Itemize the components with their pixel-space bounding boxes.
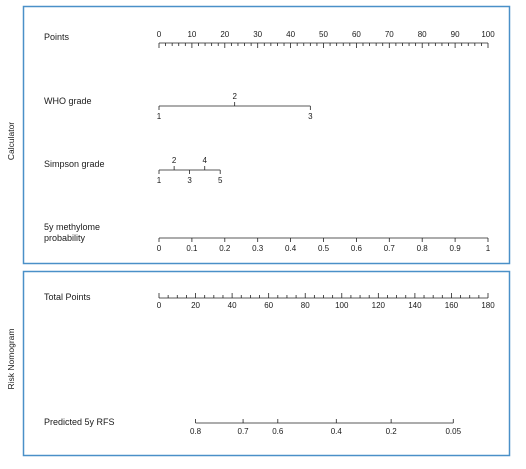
who-grade-label: WHO grade (44, 96, 92, 106)
risk-nomogram-panel (22, 270, 511, 457)
total-points-tick-label: 160 (445, 301, 459, 310)
points-tick-label: 0 (157, 30, 162, 39)
predicted-5y-rfs-tick-label: 0.6 (272, 427, 284, 436)
5y-methylome-probability-tick-label: 0.1 (186, 244, 198, 253)
calculator-panel-label: Calculator (6, 122, 16, 160)
total-points-tick-label: 60 (264, 301, 273, 310)
predicted-5y-rfs-label: Predicted 5y RFS (44, 417, 115, 427)
5y-methylome-probability-tick-label: 0.3 (252, 244, 264, 253)
points-tick-label: 60 (352, 30, 361, 39)
simpson-grade-tick-label: 2 (172, 156, 177, 165)
points-tick-label: 40 (286, 30, 295, 39)
points-tick-label: 30 (253, 30, 262, 39)
total-points-tick-label: 0 (157, 301, 162, 310)
predicted-5y-rfs-tick-label: 0.8 (190, 427, 202, 436)
5y-methylome-probability-tick-label: 0.8 (417, 244, 429, 253)
points-tick-label: 90 (451, 30, 460, 39)
5y-methylome-probability-tick-label: 0.9 (450, 244, 462, 253)
simpson-grade-tick-label: 5 (218, 176, 223, 185)
predicted-5y-rfs-tick-label: 0.2 (386, 427, 398, 436)
points-tick-label: 70 (385, 30, 394, 39)
total-points-tick-label: 100 (335, 301, 349, 310)
total-points-tick-label: 40 (228, 301, 237, 310)
predicted-5y-rfs-tick-label: 0.4 (331, 427, 343, 436)
5y-methylome-probability-tick-label: 0.7 (384, 244, 396, 253)
5y-methylome-probability-tick-label: 1 (486, 244, 491, 253)
points-label: Points (44, 32, 70, 42)
calculator-panel (22, 5, 511, 265)
predicted-5y-rfs-tick-label: 0.05 (445, 427, 461, 436)
5y-methylome-probability-tick-label: 0 (157, 244, 162, 253)
5y-methylome-probability-tick-label: 0.6 (351, 244, 363, 253)
points-tick-label: 50 (319, 30, 328, 39)
total-points-tick-label: 180 (481, 301, 495, 310)
simpson-grade-tick-label: 4 (203, 156, 208, 165)
5y-methylome-probability-tick-label: 0.5 (318, 244, 330, 253)
5y-methylome-probability-label: 5y methylome probability (44, 222, 100, 243)
total-points-tick-label: 80 (301, 301, 310, 310)
points-tick-label: 20 (220, 30, 229, 39)
points-tick-label: 80 (418, 30, 427, 39)
predicted-5y-rfs-tick-label: 0.7 (238, 427, 250, 436)
5y-methylome-probability-tick-label: 0.2 (219, 244, 231, 253)
risk-nomogram-panel-label: Risk Nomogram (6, 329, 16, 390)
points-tick-label: 10 (187, 30, 196, 39)
simpson-grade-tick-label: 3 (187, 176, 192, 185)
total-points-tick-label: 140 (408, 301, 422, 310)
who-grade-tick-label: 1 (157, 112, 162, 121)
total-points-label: Total Points (44, 292, 91, 302)
total-points-tick-label: 120 (372, 301, 386, 310)
total-points-tick-label: 20 (191, 301, 200, 310)
who-grade-tick-label: 2 (232, 92, 237, 101)
5y-methylome-probability-tick-label: 0.4 (285, 244, 297, 253)
who-grade-tick-label: 3 (308, 112, 313, 121)
simpson-grade-label: Simpson grade (44, 159, 105, 169)
simpson-grade-tick-label: 1 (157, 176, 162, 185)
points-tick-label: 100 (481, 30, 495, 39)
